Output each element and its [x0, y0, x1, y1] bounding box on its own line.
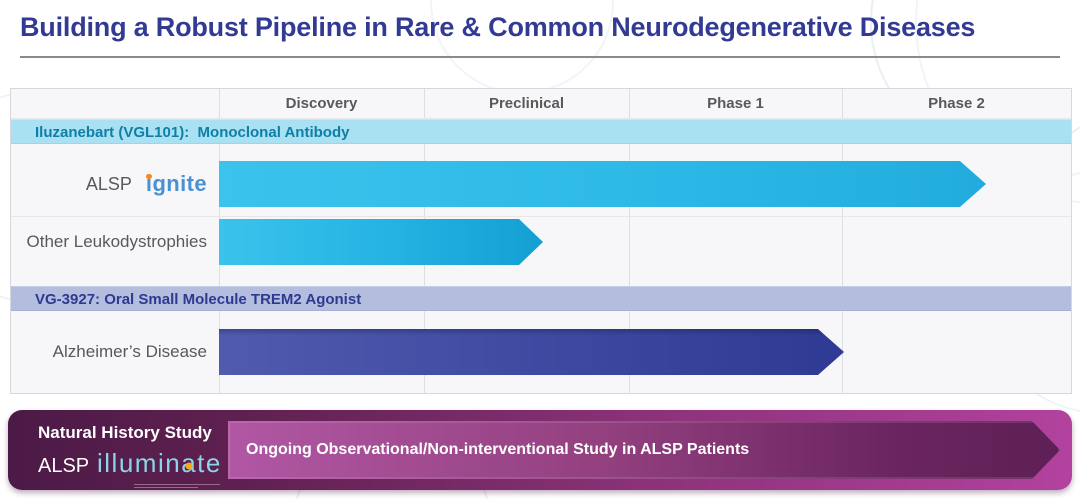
ignite-logo-rest: gnite [152, 171, 207, 196]
banner-arrow: Ongoing Observational/Non-interventional… [228, 421, 1060, 479]
illuminate-tagline-line [134, 484, 220, 485]
illuminate-logo-pre: illumin [97, 448, 182, 478]
bar-alsp-phase2 [219, 161, 986, 207]
column-header-preclinical: Preclinical [488, 95, 565, 112]
banner-arrow-label: Ongoing Observational/Non-interventional… [246, 441, 750, 458]
alsp-label: ALSP [85, 173, 132, 194]
column-header-phase2: Phase 2 [928, 95, 985, 112]
row-label-alsp: ALSP ignite [11, 161, 207, 207]
illuminate-tagline-line [134, 487, 198, 488]
pipeline-table: Discovery Preclinical Phase 1 Phase 2 Il… [10, 88, 1072, 394]
program-band-iluzanebart: Iluzanebart (VGL101): Monoclonal Antibod… [11, 119, 1071, 144]
ignite-logo: ignite [146, 173, 207, 195]
banner-alsp-label: ALSP [38, 455, 90, 477]
program-band-vg3927: VG-3927: Oral Small Molecule TREM2 Agoni… [11, 286, 1071, 311]
column-divider [629, 89, 630, 393]
column-header-phase1: Phase 1 [707, 95, 764, 112]
title-underline [20, 56, 1060, 58]
illuminate-a-dot-icon: a [181, 448, 198, 478]
bar-other-leukodystrophies [219, 219, 543, 265]
ignite-i-dot-icon: i [145, 171, 153, 196]
column-header-discovery: Discovery [285, 95, 358, 112]
row-divider [11, 216, 1071, 217]
page-title: Building a Robust Pipeline in Rare & Com… [20, 12, 976, 42]
column-divider [842, 89, 843, 393]
bar-alzheimers-disease [219, 329, 844, 375]
banner-title: Natural History Study [38, 423, 212, 442]
natural-history-banner: Natural History Study ALSP illuminate On… [8, 410, 1072, 490]
row-label-other-leukodystrophies: Other Leukodystrophies [26, 232, 208, 251]
illuminate-logo: illuminate [97, 449, 222, 478]
illuminate-logo-post: te [197, 448, 222, 478]
row-label-alzheimers: Alzheimer’s Disease [52, 342, 207, 361]
header-divider [11, 118, 1071, 119]
